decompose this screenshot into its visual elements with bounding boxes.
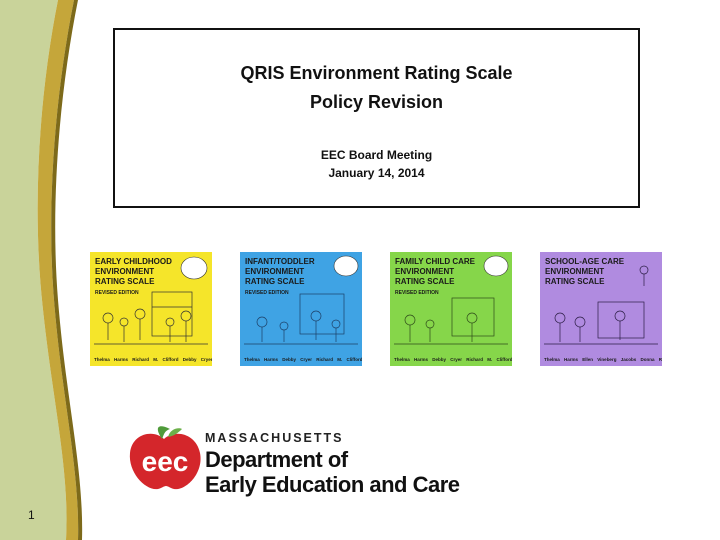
title-box: QRIS Environment Rating Scale Policy Rev… [113,28,640,208]
book-title: INFANT/TODDLER ENVIRONMENT RATING SCALE [245,257,315,286]
book-title: SCHOOL-AGE CARE ENVIRONMENT RATING SCALE [545,257,625,286]
meeting-date: January 14, 2014 [328,166,425,180]
book-authors: Thelma Harms Ellen Vineberg Jacobs Donna… [544,357,662,362]
book-authors: Thelma Harms Debby Cryer Richard M. Clif… [244,357,362,362]
slide-subtitle: Policy Revision [309,92,444,112]
book-illustration [544,265,658,345]
eec-logo-text: eec [142,446,189,477]
book-authors: Thelma Harms Richard M. Clifford Debby C… [94,357,212,362]
book-cover-sacers: SCHOOL-AGE CARE ENVIRONMENT RATING SCALE… [540,252,662,366]
book-cover-ecers: EARLY CHILDHOOD ENVIRONMENT RATING SCALE… [90,252,212,366]
book-illustration [94,256,208,345]
org-state: MASSACHUSETTS [205,431,344,445]
org-department-line2: Early Education and Care [205,472,460,497]
book-illustration [244,255,359,345]
page-number: 1 [28,508,35,522]
sidebar-decoration [0,0,83,540]
org-department-line1: Department of [205,447,348,472]
slide-title: QRIS Environment Rating Scale [240,63,513,83]
book-title: FAMILY CHILD CARE ENVIRONMENT RATING SCA… [395,257,476,286]
book-title: EARLY CHILDHOOD ENVIRONMENT RATING SCALE [95,257,172,286]
book-cover-iters: INFANT/TODDLER ENVIRONMENT RATING SCALE … [240,252,362,366]
book-edition: REVISED EDITION [395,290,439,296]
book-authors: Thelma Harms Debby Cryer Richard M. Clif… [394,357,512,362]
book-cover-fccers: FAMILY CHILD CARE ENVIRONMENT RATING SCA… [390,252,512,366]
meeting-name: EEC Board Meeting [320,148,433,162]
book-edition: REVISED EDITION [95,290,139,296]
book-illustration [394,255,509,345]
book-edition: REVISED EDITION [245,290,289,296]
eec-apple-logo: eec [129,426,201,490]
